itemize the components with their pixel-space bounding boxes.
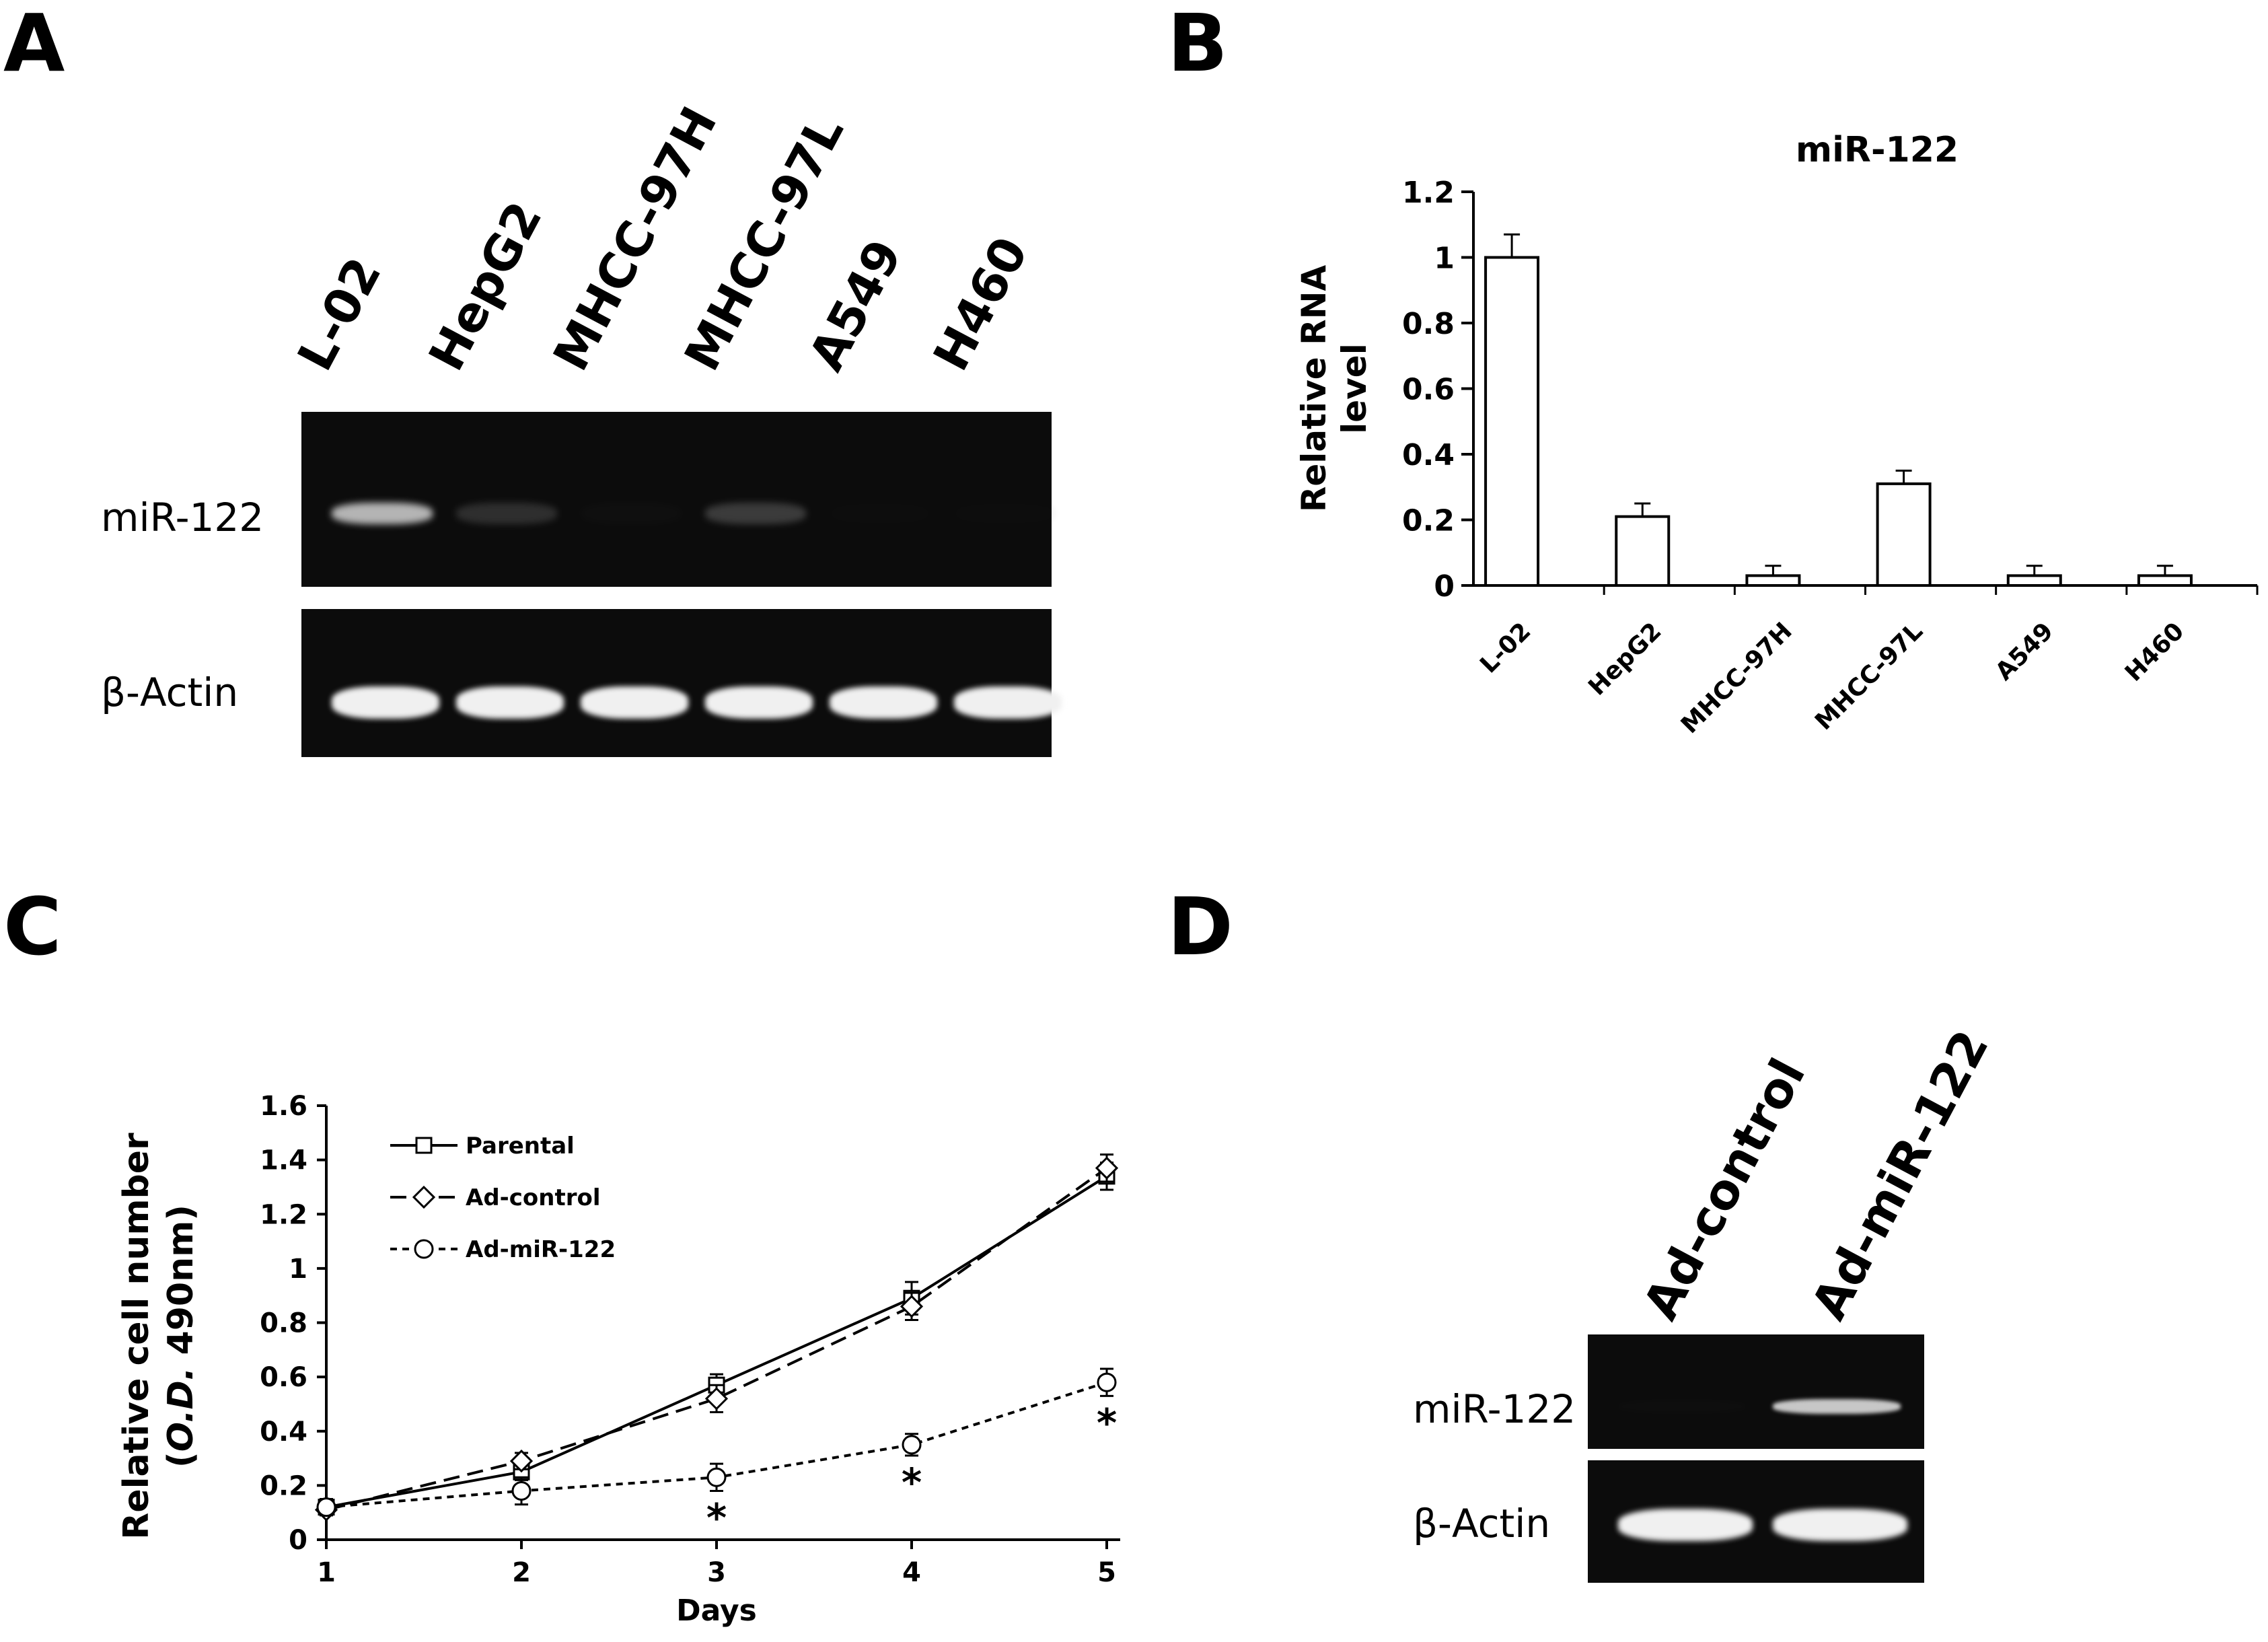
significance-asterisk: *	[706, 1495, 727, 1540]
gel-band	[830, 686, 937, 719]
x-tick-label: A549	[1990, 617, 2059, 686]
lane-label: H460	[922, 227, 1039, 380]
gel-band	[830, 503, 930, 524]
row-label-actin: β-Actin	[1413, 1501, 1551, 1546]
gel-band	[581, 686, 688, 719]
gel-band	[456, 503, 557, 524]
gel-image-actin	[1588, 1460, 1924, 1583]
marker-diamond	[704, 1387, 729, 1411]
bar	[2006, 574, 2062, 587]
y-tick-label: 0.8	[1402, 307, 1455, 341]
marker-circle	[414, 1239, 434, 1259]
panel-letter-a: A	[3, 0, 65, 90]
gel-band	[954, 503, 1055, 524]
gel-image-actin	[301, 609, 1062, 757]
row-label-mir122: miR-122	[1413, 1386, 1576, 1432]
line-chart-cell-growth: 0 0.2 0.4 0.6 0.8 1 1.2 1.4 1.6 1 2 3 4 5 Days Relative…	[116, 1091, 1120, 1628]
x-tick-label: MHCC-97H	[1676, 617, 1798, 739]
marker-square	[415, 1137, 433, 1154]
x-tick-label: H460	[2120, 617, 2189, 686]
gel-band	[1618, 1509, 1753, 1541]
y-tick-label: 0	[289, 1525, 307, 1556]
y-axis-label: Relative cell number (O.D. 490nm)	[116, 1133, 201, 1540]
bar	[1484, 256, 1540, 587]
x-tick-label: 1	[317, 1557, 336, 1588]
y-tick-label: 1	[289, 1254, 307, 1285]
panel-letter-c: C	[3, 880, 62, 973]
marker-circle	[316, 1497, 336, 1518]
series-line	[326, 1175, 1108, 1509]
x-tick-label: 4	[902, 1557, 921, 1588]
lane-label: A549	[797, 230, 913, 380]
y-tick-label: 0.2	[260, 1470, 307, 1501]
gel-band	[954, 686, 1062, 719]
row-label-mir122: miR-122	[101, 495, 264, 540]
marker-circle	[706, 1467, 727, 1487]
x-tick-label: 2	[512, 1557, 531, 1588]
y-tick-label: 0.4	[1402, 438, 1455, 472]
panel-letter-d: D	[1167, 880, 1233, 973]
marker-diamond	[509, 1449, 534, 1473]
legend-label: Ad-control	[466, 1184, 601, 1211]
marker-circle	[902, 1435, 922, 1455]
gel-band	[332, 686, 439, 719]
marker-circle	[511, 1480, 532, 1501]
gel-band	[705, 503, 806, 524]
gel-band	[705, 686, 813, 719]
significance-asterisk: *	[902, 1460, 922, 1505]
x-tick-label: 3	[707, 1557, 726, 1588]
x-tick-label: HepG2	[1583, 617, 1667, 701]
y-axis-label: Relative RNAlevel	[1294, 265, 1374, 513]
x-axis-label: Days	[676, 1594, 757, 1628]
y-tick-label: 0.2	[1402, 504, 1455, 538]
legend-label: Ad-miR-122	[466, 1236, 616, 1263]
series-line	[326, 1167, 1108, 1511]
gel-band	[1618, 1399, 1746, 1414]
y-tick-label: 0.6	[260, 1362, 307, 1393]
gel-band	[456, 686, 564, 719]
significance-asterisk: *	[1097, 1400, 1117, 1445]
bar	[2137, 574, 2193, 587]
gel-band	[1773, 1509, 1907, 1541]
x-tick-label: L-02	[1475, 617, 1536, 678]
x-tick-label: 5	[1097, 1557, 1116, 1588]
bar	[1615, 515, 1671, 587]
y-tick-label: 0	[1434, 569, 1455, 604]
lane-label: L-02	[286, 248, 392, 380]
y-tick-label: 1.2	[1402, 176, 1455, 210]
panel-letter-b: B	[1167, 0, 1228, 90]
gel-image-mir122	[1588, 1334, 1924, 1449]
marker-diamond	[412, 1185, 436, 1209]
series-parental	[318, 1162, 1115, 1516]
series-ad-mir-122	[316, 1367, 1117, 1518]
y-tick-label: 1	[1434, 242, 1455, 276]
bar-chart-mir122: miR-122 0 0.2 0.4 0.6 0.8 1 1.2 Relative RNAleve…	[1294, 130, 2259, 739]
marker-diamond	[900, 1295, 924, 1318]
x-tick-label: MHCC-97L	[1810, 617, 1928, 736]
y-tick-label: 1.4	[260, 1145, 307, 1176]
gel-band	[1773, 1399, 1901, 1414]
y-tick-label: 1.2	[260, 1199, 307, 1230]
lane-label: Ad-control	[1632, 1049, 1817, 1328]
lane-label: HepG2	[417, 192, 553, 380]
y-tick-label: 0.8	[260, 1308, 307, 1339]
chart-title: miR-122	[1796, 130, 1959, 170]
y-tick-label: 0.4	[260, 1417, 307, 1448]
legend-label: Parental	[466, 1133, 575, 1159]
y-tick-label: 0.6	[1402, 373, 1455, 407]
marker-circle	[1097, 1372, 1117, 1392]
gel-image-mir122	[301, 412, 1055, 587]
gel-band	[581, 503, 682, 524]
bar	[1876, 482, 1932, 587]
row-label-actin: β-Actin	[101, 670, 239, 715]
gel-band	[332, 503, 433, 524]
marker-diamond	[1095, 1156, 1119, 1180]
lane-label: Ad-miR-122	[1800, 1021, 2000, 1328]
bar	[1745, 574, 1801, 587]
y-tick-label: 1.6	[260, 1091, 307, 1122]
